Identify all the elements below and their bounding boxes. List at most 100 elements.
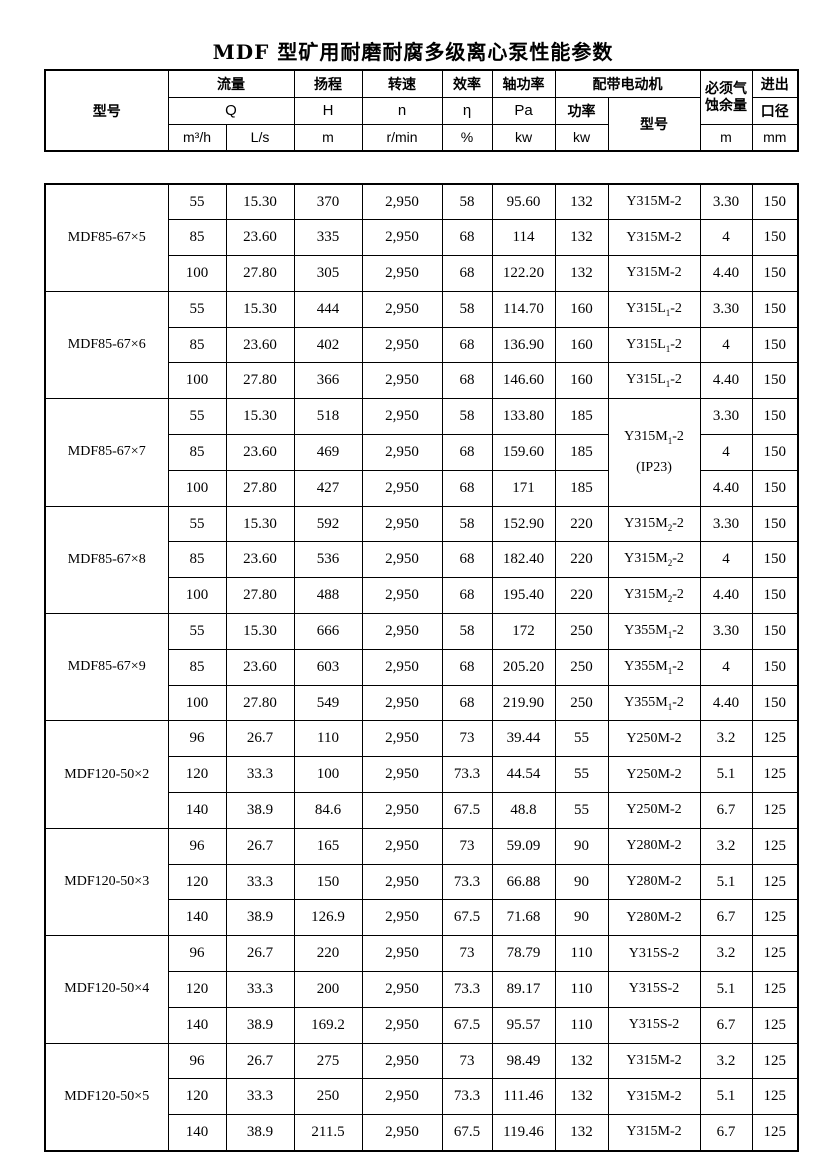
cell-motor-power: 132	[554, 219, 609, 257]
cell-motor-power: 110	[554, 971, 609, 1008]
cell-flow-ls: 33.3	[225, 756, 295, 794]
cell-motor-power: 55	[554, 756, 609, 794]
cell-shaft-power: 205.20	[491, 648, 556, 686]
cell-port-diameter: 150	[751, 684, 799, 722]
cell-flow-ls: 27.80	[225, 255, 295, 292]
cell-head: 536	[293, 541, 363, 579]
table-row: 100 27.80 549 2,950 68 219.90 250 Y355M1-2 4.40 1…	[45, 684, 799, 722]
cell-speed: 2,950	[361, 541, 443, 579]
cell-npsh: 5.1	[699, 756, 753, 794]
cell-motor-model: Y280M-2	[607, 863, 701, 901]
cell-speed: 2,950	[361, 505, 443, 543]
page-title: MDF 型矿用耐磨耐腐多级离心泵性能参数	[212, 40, 614, 64]
cell-motor-model: Y315M2-2	[607, 505, 701, 543]
cell-shaft-power: 95.57	[491, 1006, 556, 1044]
cell-flow-ls: 26.7	[225, 935, 295, 973]
table-row: MDF85-67×5 55 15.30 370 2,950 58 95.60 132 Y315M…	[44, 183, 799, 292]
cell-npsh: 6.7	[699, 899, 753, 937]
motor-model-line: Y315M1-2	[609, 429, 699, 446]
cell-flow-ls: 27.80	[225, 577, 295, 615]
cell-motor-model: Y250M-2	[607, 720, 701, 758]
cell-motor-power: 90	[554, 899, 609, 937]
cell-shaft-power: 146.60	[491, 362, 556, 400]
cell-efficiency: 58	[441, 183, 493, 221]
motor-model-text: Y355M1-2	[624, 623, 684, 640]
cell-npsh: 4	[699, 219, 753, 257]
cell-efficiency: 68	[441, 255, 493, 292]
cell-speed: 2,950	[361, 720, 443, 758]
cell-flow-m3h: 85	[167, 541, 227, 579]
cell-motor-power: 220	[554, 577, 609, 615]
cell-npsh: 6.7	[699, 1006, 753, 1044]
cell-head: 549	[293, 684, 363, 722]
motor-model-text: Y250M-2	[626, 766, 682, 782]
cell-flow-ls: 15.30	[225, 290, 295, 328]
cell-motor-power: 250	[554, 684, 609, 722]
cell-head: 150	[293, 863, 363, 901]
cell-port-diameter: 150	[751, 362, 799, 400]
cell-npsh: 3.2	[699, 827, 753, 865]
cell-shaft-power: 95.60	[491, 183, 556, 221]
motor-model-text: Y250M-2	[626, 802, 682, 818]
cell-efficiency: 67.5	[441, 899, 493, 937]
cell-efficiency: 73.3	[441, 971, 493, 1008]
cell-efficiency: 68	[441, 434, 493, 471]
cell-efficiency: 73	[441, 720, 493, 758]
cell-flow-m3h: 85	[167, 326, 227, 364]
motor-model-text: Y315M1-2	[624, 429, 684, 446]
cell-efficiency: 73.3	[441, 1078, 493, 1116]
cell-motor-model: Y250M-2	[607, 792, 701, 829]
cell-efficiency: 73	[441, 935, 493, 973]
cell-flow-m3h: 96	[167, 935, 227, 973]
cell-flow-ls: 15.30	[225, 613, 295, 650]
header-unit-m: m	[293, 123, 363, 152]
table-row: 85 23.60 469 2,950 68 159.60 185 4 150	[45, 434, 799, 471]
cell-flow-m3h: 100	[167, 255, 227, 292]
cell-speed: 2,950	[361, 935, 443, 973]
cell-motor-model: Y315M-2	[607, 1114, 701, 1152]
cell-speed: 2,950	[361, 434, 443, 471]
cell-motor-power: 250	[554, 648, 609, 686]
cell-head: 402	[293, 326, 363, 364]
cell-pump-model: MDF85-67×9	[44, 613, 169, 722]
cell-shaft-power: 111.46	[491, 1078, 556, 1116]
motor-model-text: Y315M-2	[626, 1088, 682, 1104]
motor-model-text: Y315L1-2	[626, 372, 682, 390]
cell-port-diameter: 125	[751, 1006, 799, 1044]
header-npsh: 必须气 蚀余量	[699, 69, 753, 125]
cell-efficiency: 67.5	[441, 1114, 493, 1152]
table-row: 85 23.60 402 2,950 68 136.90 160 Y315L1-2 4 150	[45, 326, 799, 364]
cell-speed: 2,950	[361, 326, 443, 364]
cell-port-diameter: 125	[751, 792, 799, 829]
cell-speed: 2,950	[361, 1042, 443, 1080]
cell-head: 84.6	[293, 792, 363, 829]
cell-flow-m3h: 120	[167, 971, 227, 1008]
motor-model-text: Y315L1-2	[626, 336, 682, 354]
cell-npsh: 4.40	[699, 255, 753, 292]
cell-motor-model: Y315M-2	[607, 183, 701, 221]
motor-ip-note: (IP23)	[636, 459, 672, 475]
cell-motor-model: Y315M-2	[607, 255, 701, 292]
cell-npsh: 6.7	[699, 792, 753, 829]
table-row: MDF120-50×4 96 26.7 220 2,950 73 78.79 110 Y315S…	[44, 935, 799, 1044]
cell-motor-power: 55	[554, 792, 609, 829]
motor-model-text: Y315S-2	[628, 981, 680, 997]
cell-speed: 2,950	[361, 398, 443, 436]
cell-npsh: 3.2	[699, 1042, 753, 1080]
cell-head: 518	[293, 398, 363, 436]
motor-model-text: Y315L1-2	[626, 300, 682, 318]
cell-npsh: 4.40	[699, 684, 753, 722]
cell-efficiency: 68	[441, 648, 493, 686]
header-row-1: 型号 流量 扬程 转速 效率 轴功率 配带电动机 必须气 蚀余量 进出	[44, 69, 799, 152]
cell-head: 666	[293, 613, 363, 650]
header-efficiency: 效率	[441, 69, 493, 98]
cell-motor-power: 132	[554, 1114, 609, 1152]
cell-flow-m3h: 55	[167, 290, 227, 328]
data-table: MDF85-67×5 55 15.30 370 2,950 58 95.60 132 Y315M…	[44, 183, 799, 1152]
header-unit-mm: mm	[751, 123, 799, 152]
cell-npsh: 5.1	[699, 1078, 753, 1116]
cell-motor-power: 185	[554, 398, 609, 436]
cell-port-diameter: 150	[751, 326, 799, 364]
cell-shaft-power: 44.54	[491, 756, 556, 794]
